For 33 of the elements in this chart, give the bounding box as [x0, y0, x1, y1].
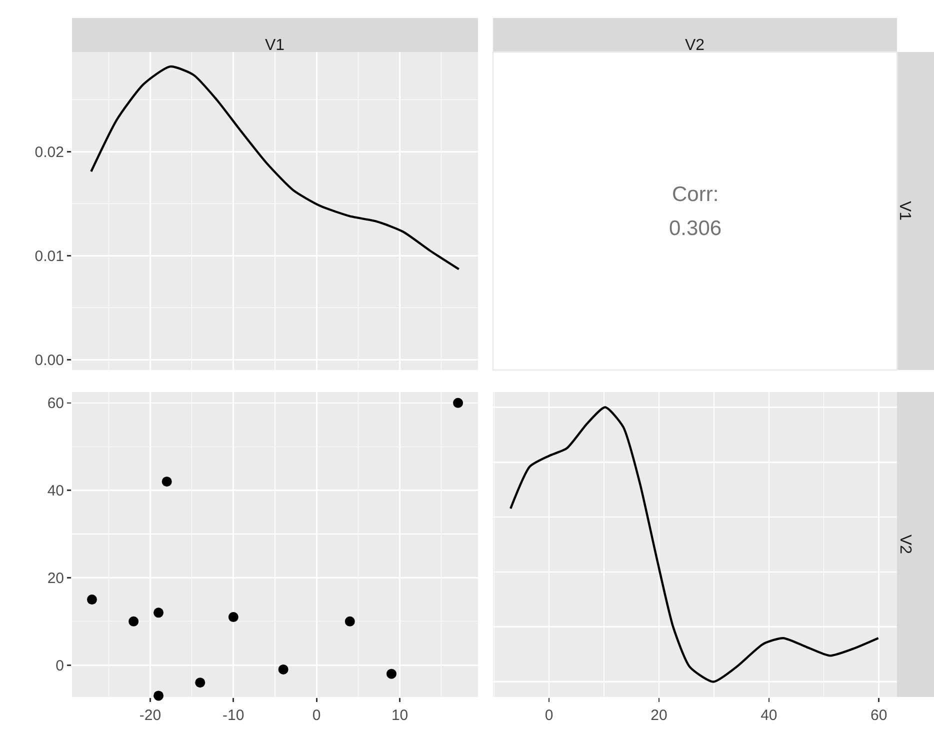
- y-axis-title: V2: [896, 534, 914, 554]
- point: [453, 398, 464, 408]
- x-tick-label: -10: [222, 707, 244, 724]
- point: [278, 664, 288, 674]
- text: 0.306: [669, 217, 722, 240]
- x-tick-label: 0: [544, 707, 554, 724]
- y-tick-label: 0.00: [34, 352, 64, 369]
- line-series: [90, 65, 460, 270]
- x-tick-label: 10: [391, 707, 408, 724]
- text: V1: [896, 201, 913, 221]
- point: [344, 616, 355, 626]
- x-tick-label: 20: [650, 707, 668, 724]
- y-tick-label: 40: [47, 482, 64, 500]
- y-tick-label: 20: [47, 570, 64, 587]
- point: [228, 612, 238, 622]
- point: [195, 678, 206, 688]
- text: Corr:: [672, 183, 719, 206]
- text: V2: [685, 37, 705, 54]
- y-tick-label: 0.01: [34, 248, 64, 265]
- chart-title: V1: [265, 37, 285, 54]
- y-tick-label: 60: [47, 395, 64, 412]
- point: [128, 616, 139, 626]
- x-tick-label: 60: [870, 707, 888, 724]
- point: [154, 690, 164, 701]
- point: [386, 668, 396, 679]
- x-tick-label: 40: [760, 707, 778, 724]
- point: [162, 476, 172, 487]
- x-tick-label: -20: [139, 707, 162, 724]
- x-tick-label: 0: [312, 707, 321, 724]
- y-tick-label: 0: [56, 657, 64, 674]
- y-tick-label: 0.02: [34, 144, 64, 162]
- point: [154, 608, 164, 618]
- point: [86, 594, 97, 605]
